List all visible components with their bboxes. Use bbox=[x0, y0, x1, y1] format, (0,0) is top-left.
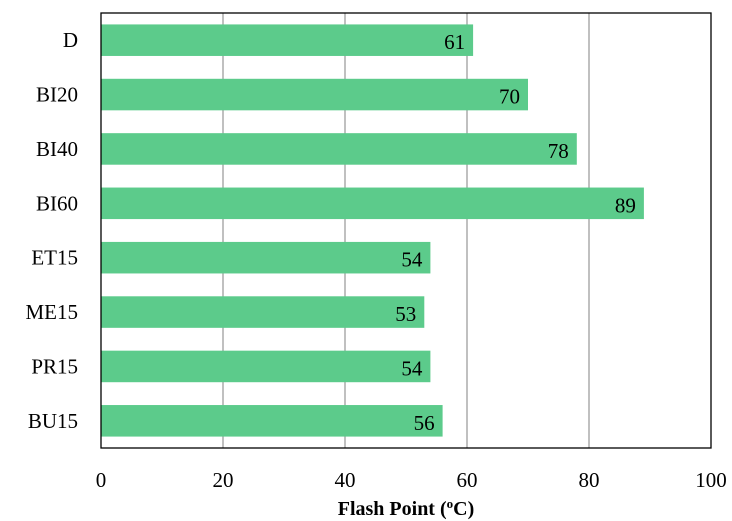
bar-value-label: 61 bbox=[444, 30, 465, 54]
x-axis-title-superscript: o bbox=[447, 496, 454, 511]
x-axis-title-unit: C) bbox=[453, 498, 474, 520]
bar-value-label: 78 bbox=[548, 139, 569, 163]
bar-bi20 bbox=[101, 78, 528, 111]
category-axis-labels: D BI20 BI40 BI60 ET15 ME15 PR15 BU15 bbox=[26, 28, 79, 433]
bar-value-label: 70 bbox=[499, 85, 520, 109]
x-tick-label: 0 bbox=[96, 468, 107, 492]
x-tick-label: 20 bbox=[213, 468, 234, 492]
value-axis-labels: 0 20 40 60 80 100 bbox=[96, 468, 727, 492]
bar-bi60 bbox=[101, 187, 644, 220]
y-category-label: D bbox=[63, 28, 78, 52]
bars: 61 70 78 89 54 53 54 56 bbox=[101, 24, 644, 437]
bar-d bbox=[101, 24, 474, 56]
bar-bu15 bbox=[101, 405, 443, 437]
bar-me15 bbox=[101, 296, 425, 328]
y-category-label: ET15 bbox=[31, 246, 78, 270]
bar-value-label: 56 bbox=[414, 411, 435, 435]
y-category-label: ME15 bbox=[26, 300, 79, 324]
y-category-label: BI60 bbox=[36, 191, 78, 215]
bar-value-label: 53 bbox=[395, 302, 416, 326]
bar-bi40 bbox=[101, 133, 577, 165]
x-tick-label: 80 bbox=[579, 468, 600, 492]
bar-value-label: 54 bbox=[401, 356, 423, 380]
y-category-label: BI20 bbox=[36, 83, 78, 107]
y-category-label: BI40 bbox=[36, 137, 78, 161]
bar-value-label: 54 bbox=[401, 248, 423, 272]
bar-pr15 bbox=[101, 350, 431, 383]
plot-area-frame bbox=[100, 12, 712, 449]
y-category-label: BU15 bbox=[28, 409, 78, 433]
x-tick-label: 60 bbox=[457, 468, 478, 492]
x-axis-title: Flash Point (oC) bbox=[338, 496, 475, 520]
gridlines bbox=[222, 13, 590, 448]
x-tick-label: 40 bbox=[335, 468, 356, 492]
x-axis-title-main: Flash Point ( bbox=[338, 498, 447, 520]
y-category-label: PR15 bbox=[31, 354, 78, 378]
bar-et15 bbox=[101, 241, 431, 274]
bar-value-label: 89 bbox=[615, 193, 636, 217]
x-tick-label: 100 bbox=[695, 468, 727, 492]
